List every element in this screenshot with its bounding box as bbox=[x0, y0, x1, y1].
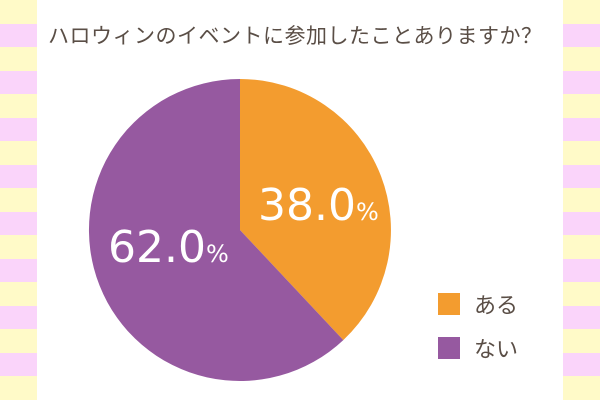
legend-label: ある bbox=[474, 294, 519, 319]
legend-swatch-purple bbox=[438, 337, 460, 359]
chart-title: ハロウィンのイベントに参加したことありますか？ bbox=[48, 24, 543, 48]
legend-item-aru: ある bbox=[438, 282, 518, 326]
slice-label-nai: 62.0% bbox=[108, 222, 229, 273]
pie-slice-nai bbox=[88, 79, 344, 381]
pie-slice-aru bbox=[240, 79, 391, 341]
slice-value-nai: 62.0 bbox=[108, 222, 206, 273]
slice-value-aru: 38.0 bbox=[258, 180, 356, 231]
right-decorative-stripe bbox=[563, 0, 600, 400]
legend-item-nai: ない bbox=[438, 326, 518, 370]
percent-sign: % bbox=[205, 240, 229, 268]
chart-legend: ある ない bbox=[438, 282, 518, 370]
slice-label-aru: 38.0% bbox=[258, 180, 379, 231]
legend-swatch-orange bbox=[438, 293, 460, 315]
left-decorative-stripe bbox=[0, 0, 37, 400]
percent-sign: % bbox=[355, 198, 379, 226]
legend-label: ない bbox=[474, 338, 519, 363]
